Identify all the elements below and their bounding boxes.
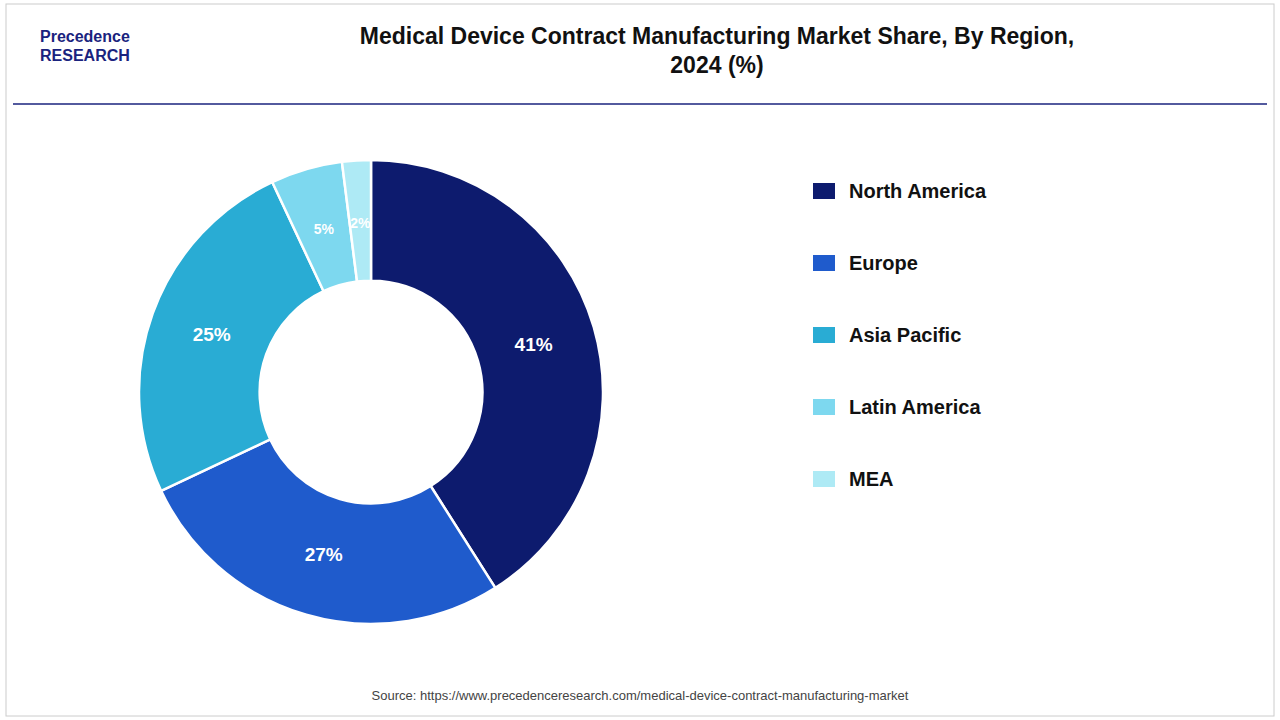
header-rule [13, 103, 1267, 105]
logo-line: RESEARCH [40, 47, 130, 64]
frame [6, 4, 1274, 716]
source: Source: https://www.precedenceresearch.c… [372, 688, 909, 703]
title-line: 2024 (%) [670, 52, 763, 78]
legend-swatch [813, 183, 835, 199]
data-label: 5% [314, 221, 335, 237]
data-label: 25% [193, 324, 231, 345]
chart-container: Precedence RESEARCH Medical Device Contrac… [0, 0, 1280, 720]
legend-label: Latin America [849, 396, 981, 418]
legend-swatch [813, 255, 835, 271]
title: Medical Device Contract Manufacturing Ma… [360, 23, 1074, 78]
legend-swatch [813, 327, 835, 343]
chart-svg: Precedence RESEARCH Medical Device Contrac… [0, 0, 1280, 720]
data-label: 2% [350, 215, 371, 231]
data-label: 41% [515, 334, 553, 355]
title-line: Medical Device Contract Manufacturing Ma… [360, 23, 1074, 49]
background [0, 0, 1280, 720]
legend-swatch [813, 471, 835, 487]
legend-swatch [813, 399, 835, 415]
legend-label: MEA [849, 468, 893, 490]
donut [139, 160, 603, 624]
legend-label: Europe [849, 252, 918, 274]
logo: Precedence RESEARCH [40, 28, 130, 64]
slice [342, 160, 371, 282]
data-labels: 41% 27% 25% 5% 2% [193, 215, 553, 565]
data-label: 27% [305, 544, 343, 565]
legend: North America Europe Asia Pacific Latin Ame… [813, 180, 987, 490]
legend-label: North America [849, 180, 987, 202]
logo-line: Precedence [40, 28, 130, 45]
legend-label: Asia Pacific [849, 324, 961, 346]
